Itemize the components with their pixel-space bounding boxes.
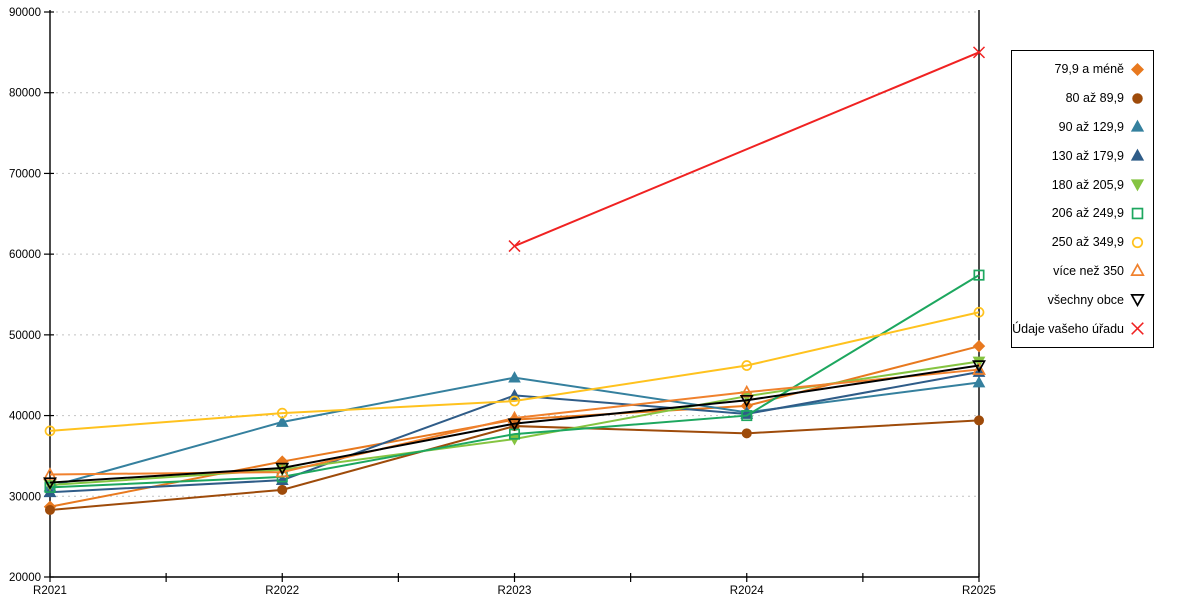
circle-marker (44, 425, 56, 437)
x-marker (508, 240, 521, 253)
legend-item: 180 až 205,9 (1016, 174, 1145, 196)
square-marker (44, 481, 56, 493)
triangle-down-marker (507, 418, 522, 431)
triangle-down-marker (43, 477, 57, 490)
series-line (49, 311, 980, 432)
triangle-down-marker (972, 360, 986, 373)
y-tick-label: 80000 (9, 88, 41, 100)
circle-marker (44, 504, 56, 516)
x-tick-label: R2025 (962, 585, 996, 597)
triangle-up-marker (972, 362, 986, 375)
chart-legend: 79,9 a méně 80 až 89,9 90 až 129,9 130 až 1… (1011, 50, 1154, 348)
legend-item-marker-icon (1130, 62, 1145, 76)
legend-item-marker-icon (1130, 294, 1145, 308)
y-tick-label: 30000 (9, 491, 41, 503)
legend-item-label: všechny obce (1047, 292, 1124, 307)
legend-item-marker-icon (1132, 92, 1143, 104)
legend-item-marker-icon (1131, 207, 1144, 220)
legend-item: Údaje vašeho úřadu (1012, 318, 1145, 340)
series-line (49, 274, 980, 489)
series-markers (44, 415, 985, 516)
triangle-down-marker (275, 462, 290, 476)
legend-item-marker-icon (1130, 148, 1145, 161)
triangle-up-marker (507, 410, 522, 424)
legend-item: 206 až 249,9 (1016, 202, 1145, 224)
series-line (49, 364, 980, 484)
y-tick-label: 40000 (9, 411, 41, 423)
triangle-up-marker (1130, 120, 1145, 133)
series-markers (508, 46, 986, 253)
legend-item-label: Údaje vašeho úřadu (1012, 321, 1124, 336)
circle-marker (1131, 236, 1144, 248)
triangle-down-marker (1130, 179, 1145, 192)
square-marker (1131, 207, 1144, 220)
triangle-down-marker (972, 356, 986, 369)
legend-item: 90 až 129,9 (1016, 116, 1145, 138)
legend-item-label: 180 až 205,9 (1051, 177, 1124, 192)
circle-marker (973, 415, 985, 426)
legend-item-marker-icon (1130, 120, 1145, 133)
legend-item: všechny obce (1016, 289, 1145, 311)
y-tick-label: 20000 (9, 572, 41, 584)
y-tick-label: 50000 (9, 330, 41, 342)
series-markers (44, 306, 985, 437)
legend-item-marker-icon (1130, 179, 1145, 192)
triangle-down-marker (739, 394, 754, 408)
legend-item-label: více než 350 (1053, 263, 1124, 278)
y-tick-label: 90000 (9, 7, 41, 19)
legend-item-label: 206 až 249,9 (1051, 206, 1124, 221)
y-tick-label: 70000 (9, 168, 41, 180)
triangle-up-marker (972, 375, 986, 388)
circle-marker (973, 306, 985, 318)
legend-item: 250 až 349,9 (1016, 231, 1145, 253)
triangle-down-marker (1130, 294, 1145, 308)
circle-marker (741, 360, 753, 371)
legend-item-label: 79,9 a méně (1054, 62, 1125, 77)
circle-marker (741, 428, 752, 439)
triangle-up-marker (508, 371, 521, 383)
circle-marker (1132, 92, 1143, 104)
legend-item: 80 až 89,9 (1016, 87, 1145, 109)
diamond-marker (1130, 62, 1145, 76)
triangle-up-marker (275, 415, 289, 427)
triangle-up-marker (275, 464, 290, 478)
circle-marker (276, 407, 288, 419)
legend-item-label: 80 až 89,9 (1065, 91, 1124, 106)
legend-item-marker-icon (1131, 236, 1144, 248)
x-marker (1131, 322, 1144, 335)
circle-marker (509, 395, 520, 407)
x-tick-label: R2021 (33, 585, 67, 597)
legend-item-marker-icon (1130, 263, 1145, 277)
square-marker (973, 269, 985, 281)
square-marker (741, 410, 753, 422)
legend-item-label: 250 až 349,9 (1051, 235, 1124, 250)
x-marker (972, 46, 986, 59)
legend-item-marker-icon (1131, 322, 1144, 335)
diamond-marker (972, 339, 986, 353)
y-tick-label: 60000 (9, 249, 41, 261)
x-tick-label: R2024 (730, 585, 764, 597)
legend-item: 130 až 179,9 (1016, 145, 1145, 167)
legend-item-label: 90 až 129,9 (1058, 119, 1124, 134)
legend-item: 79,9 a méně (1016, 58, 1145, 80)
x-tick-label: R2023 (498, 585, 532, 597)
triangle-up-marker (1130, 148, 1145, 161)
circle-marker (277, 484, 288, 495)
legend-item: více než 350 (1016, 260, 1145, 282)
triangle-up-marker (1130, 263, 1145, 277)
x-tick-label: R2022 (265, 585, 299, 597)
series-markers (43, 360, 986, 490)
legend-item-label: 130 až 179,9 (1051, 148, 1124, 163)
series-line (514, 51, 980, 247)
